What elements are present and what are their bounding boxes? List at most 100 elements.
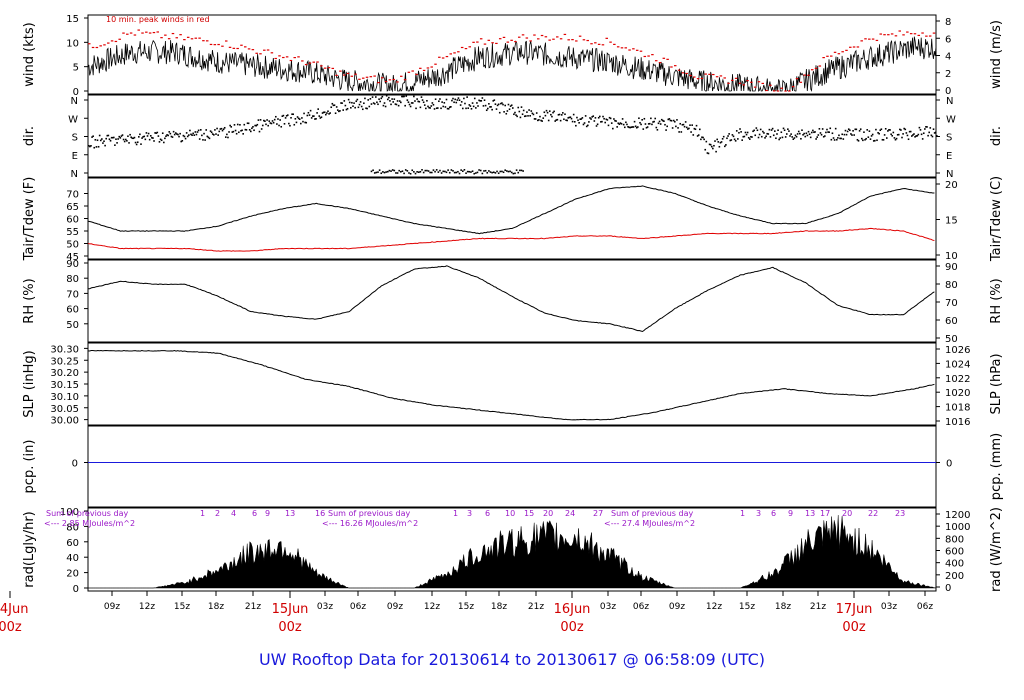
rh-tick-label-right: 50	[945, 334, 958, 345]
dir-point	[548, 110, 551, 112]
dir-point	[558, 113, 561, 116]
dir-point	[909, 130, 912, 133]
dir-point	[450, 106, 452, 108]
dir-point	[926, 126, 928, 128]
dir-point	[679, 122, 682, 125]
dir-point-north	[494, 172, 497, 174]
dir-point-north	[427, 170, 430, 172]
rh-ylabel-right: RH (%)	[989, 278, 1004, 323]
dir-point	[386, 98, 389, 101]
dir-tick-label-right: E	[946, 151, 952, 162]
dir-point	[850, 133, 852, 135]
dir-point	[849, 129, 851, 132]
dir-point	[541, 120, 543, 122]
dir-point	[135, 143, 138, 146]
dir-point-north	[377, 171, 379, 173]
dir-point	[802, 133, 804, 136]
day-label: 17Jun	[836, 602, 873, 617]
dir-point	[529, 114, 531, 117]
dir-point	[738, 131, 740, 134]
dir-point	[837, 137, 839, 139]
dir-point	[868, 130, 871, 132]
dir-point	[482, 105, 485, 107]
dir-point	[442, 105, 445, 108]
rh-tick-label-right: 60	[945, 316, 958, 327]
dir-point	[114, 144, 116, 146]
dir-point	[444, 106, 447, 108]
day-label: 14Jun	[0, 602, 28, 617]
dir-point	[890, 133, 892, 136]
day-time-label: 00z	[278, 620, 302, 635]
dir-point	[169, 132, 172, 135]
dir-point-north	[383, 171, 386, 174]
dir-point-north	[388, 169, 391, 172]
time-tick-label: 06z	[633, 602, 649, 612]
dir-point	[544, 114, 547, 117]
dir-point	[293, 123, 296, 126]
dir-point	[282, 114, 285, 117]
dir-point	[211, 133, 214, 135]
rad-hour-label: 24	[565, 509, 575, 518]
dir-point	[108, 138, 111, 141]
panel-slp: SLP (inHg) SLP (hPa)30.0030.0530.1030.153…	[22, 342, 1004, 428]
dir-point-north	[458, 172, 461, 175]
dir-point	[332, 104, 335, 107]
dir-point	[111, 136, 114, 139]
dir-point	[698, 128, 701, 131]
temp-tick-label: 60	[66, 215, 79, 226]
dir-point	[608, 116, 611, 119]
dir-point	[268, 120, 271, 122]
panel-wind: wind (kts) wind (m/s) 0 5 10 15 0 2 4 6 8 10 min. p…	[22, 14, 1004, 98]
dir-point	[790, 133, 792, 135]
dir-point	[857, 140, 860, 142]
dir-point	[871, 133, 874, 136]
dir-point	[365, 107, 367, 110]
dir-point	[841, 133, 844, 136]
dir-point	[377, 103, 379, 106]
dir-point	[483, 99, 486, 102]
dir-point	[566, 119, 568, 122]
wind-tick-label-right: 2	[945, 69, 951, 80]
dir-point-north	[393, 169, 396, 172]
dir-point	[910, 135, 913, 137]
dir-point	[666, 125, 668, 128]
dir-point	[398, 100, 401, 102]
dir-point-north	[512, 172, 515, 175]
rh-series-RH	[87, 265, 935, 333]
dir-point-north	[422, 171, 425, 174]
dir-point	[346, 107, 349, 110]
dir-point	[210, 131, 213, 134]
dir-point	[96, 139, 99, 142]
chart-title: UW Rooftop Data for 20130614 to 20130617…	[258, 650, 766, 669]
rad-hour-label: 1	[453, 509, 458, 518]
dir-point	[622, 123, 625, 126]
dir-point	[185, 132, 188, 134]
dir-point	[567, 117, 570, 119]
dir-point	[758, 133, 761, 136]
dir-point	[572, 113, 575, 116]
dir-point-north	[435, 169, 438, 171]
dir-point	[901, 136, 903, 139]
dir-point	[321, 112, 324, 114]
dir-point	[757, 136, 760, 139]
dir-point	[278, 124, 280, 127]
dir-point	[658, 120, 661, 123]
dir-point	[252, 125, 254, 128]
dir-point	[584, 115, 587, 117]
dir-point	[753, 129, 755, 132]
dir-point	[678, 131, 680, 133]
dir-point	[680, 131, 683, 133]
dir-point	[286, 114, 289, 116]
dir-point-north	[414, 172, 417, 175]
dir-point	[596, 123, 599, 126]
dir-point	[94, 138, 97, 141]
dir-point	[833, 139, 836, 141]
dir-point	[338, 110, 340, 113]
dir-point	[234, 129, 237, 132]
dir-point	[245, 129, 248, 131]
dir-point	[422, 101, 425, 104]
temp-ylabel: Tair/Tdew (F)	[22, 177, 37, 262]
panel-rad: rad(Lgly/hr) rad (W/m^2)02040608010002004…	[22, 507, 1004, 595]
dir-point	[928, 131, 930, 134]
dir-point	[934, 131, 937, 134]
